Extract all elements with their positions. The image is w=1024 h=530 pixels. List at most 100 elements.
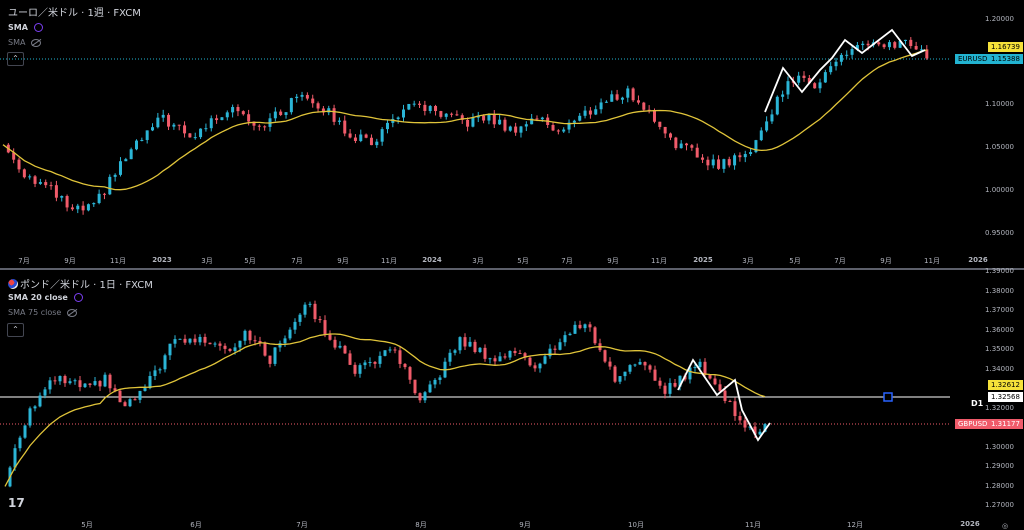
candle — [578, 324, 582, 329]
settings-icon[interactable]: ◎ — [1002, 522, 1009, 530]
candle — [289, 98, 293, 113]
x-tick: 11月 — [924, 257, 940, 265]
candle — [403, 363, 407, 368]
candle — [303, 304, 307, 315]
candle — [13, 448, 17, 468]
candle — [78, 380, 82, 388]
indicator-sma20[interactable]: SMA 20 close — [8, 293, 83, 302]
gbpusd-plot[interactable] — [0, 270, 1024, 530]
candle — [293, 321, 297, 330]
candle — [748, 426, 752, 428]
candle — [626, 88, 630, 98]
candle — [498, 119, 502, 125]
candle — [695, 147, 699, 158]
candle — [204, 128, 208, 130]
candle — [368, 362, 372, 364]
candle — [28, 176, 32, 178]
candle — [60, 196, 64, 198]
candle — [786, 81, 790, 95]
price-tag: 1.31177 — [988, 419, 1023, 429]
eye-hidden-icon[interactable] — [31, 38, 42, 47]
candle — [161, 114, 165, 118]
eye-hidden-icon[interactable] — [67, 308, 78, 317]
candle — [313, 303, 317, 320]
candle — [76, 205, 80, 210]
candle — [568, 333, 572, 336]
candle — [258, 340, 262, 344]
candle — [688, 367, 692, 380]
x-tick: 3月 — [472, 257, 484, 265]
candle — [674, 137, 678, 149]
candle — [450, 113, 454, 115]
candle — [373, 362, 377, 364]
candle — [519, 126, 523, 133]
candle — [327, 108, 331, 113]
candle — [183, 125, 187, 134]
candle — [770, 114, 774, 122]
gbpusd-chart-pane[interactable]: ポンド／米ドル · 1日 · FXCM SMA 20 close SMA 75 … — [0, 267, 1024, 530]
candle — [866, 43, 870, 46]
candle — [423, 392, 427, 401]
candle — [713, 378, 717, 385]
candle — [558, 342, 562, 350]
sma-price-tag: 1.16739 — [988, 42, 1023, 52]
candle — [588, 324, 592, 328]
candle — [398, 350, 402, 364]
candle — [643, 362, 647, 366]
candle — [738, 416, 742, 421]
tradingview-logo[interactable]: 17 — [8, 496, 25, 510]
candle — [781, 94, 785, 97]
x-tick: 3月 — [742, 257, 754, 265]
candle — [834, 61, 838, 67]
candle — [124, 159, 128, 162]
indicator-sma75[interactable]: SMA 75 close — [8, 308, 78, 317]
candle — [33, 176, 37, 184]
candle — [263, 126, 267, 128]
indicator-sma-hidden[interactable]: SMA — [8, 38, 42, 47]
candle — [257, 125, 261, 127]
candle — [44, 182, 48, 186]
candle — [108, 176, 112, 195]
candle — [877, 42, 881, 45]
candle — [528, 357, 532, 366]
candle — [543, 356, 547, 364]
candle — [337, 120, 341, 122]
candle — [631, 88, 635, 101]
candle — [678, 375, 682, 387]
candle — [693, 367, 697, 369]
candle — [97, 193, 101, 204]
indicator-label: SMA 20 close — [8, 293, 68, 302]
candle — [567, 122, 571, 130]
candle — [855, 45, 859, 50]
line-handle — [883, 392, 893, 402]
candle — [438, 377, 442, 380]
collapse-legend-button[interactable]: ⌃ — [7, 323, 24, 337]
candle — [524, 124, 528, 127]
pane-divider[interactable] — [0, 268, 1024, 270]
indicator-sma[interactable]: SMA — [8, 23, 43, 32]
candle — [722, 159, 726, 169]
candle — [213, 343, 217, 345]
candle — [188, 133, 192, 138]
x-tick: 9月 — [337, 257, 349, 265]
candle — [193, 137, 197, 139]
candle — [183, 338, 187, 343]
candle — [738, 155, 742, 158]
candle — [538, 363, 542, 369]
eurusd-chart-pane[interactable]: ユーロ／米ドル · 1週 · FXCM SMA SMA ⌃ 1.20000 1.… — [0, 0, 1024, 268]
candle — [813, 83, 817, 89]
candle — [513, 350, 517, 354]
collapse-legend-button[interactable]: ⌃ — [7, 52, 24, 66]
candle — [68, 381, 72, 384]
x-tick: 2024 — [422, 256, 442, 264]
eurusd-plot[interactable] — [0, 0, 1024, 268]
candle — [156, 117, 160, 128]
y-tick: 1.35000 — [985, 345, 1014, 353]
candle — [608, 361, 612, 367]
candle — [233, 347, 237, 352]
candle — [88, 383, 92, 385]
x-tick: 9月 — [64, 257, 76, 265]
candle — [749, 152, 753, 155]
candle — [823, 72, 827, 83]
y-tick: 1.00000 — [985, 186, 1014, 194]
